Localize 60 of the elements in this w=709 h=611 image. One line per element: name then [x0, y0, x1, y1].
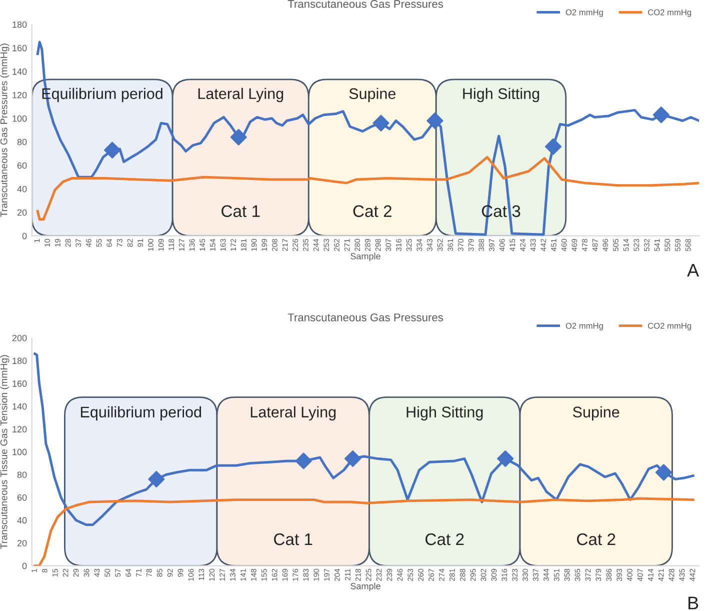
legend-label: CO2 mmHg: [648, 9, 692, 17]
y-tick-label: 120: [12, 426, 27, 432]
chart-title: Transcutaneous Gas Pressures: [288, 0, 444, 8]
point: [372, 114, 390, 132]
y-tick-label: 140: [12, 68, 27, 75]
legend-label: O2 mmHg: [566, 9, 603, 17]
point: [652, 106, 670, 124]
y-tick-label: 0: [22, 562, 27, 570]
point: [148, 470, 165, 488]
y-axis-title: Transcutaneous Gas Pressures (mmHg): [0, 44, 10, 217]
y-tick-label: 60: [17, 494, 27, 501]
y-tick-label: 100: [12, 448, 27, 456]
y-tick-label: 160: [12, 380, 27, 387]
annotation: Cat 2: [577, 533, 616, 546]
band-label: High Sitting: [463, 88, 540, 102]
y-tick-label: 60: [17, 162, 27, 169]
point: [230, 128, 247, 146]
chart-title: Transcutaneous Gas Pressures: [288, 313, 444, 322]
band-label: Equilibrium period: [80, 406, 202, 420]
band-label: Supine: [573, 406, 620, 420]
y-tick-label: 20: [17, 209, 27, 216]
y-tick-label: 20: [17, 540, 27, 546]
line-series: [34, 352, 694, 526]
band-label: Supine: [349, 88, 396, 102]
y-tick-label: 160: [12, 44, 27, 52]
legend-label: CO2 mmHg: [648, 322, 692, 330]
point: [655, 464, 672, 481]
annotation: Cat 1: [222, 205, 260, 218]
y-tick-label: 40: [17, 186, 27, 192]
band-label: Lateral Lying: [250, 406, 336, 420]
text: A: [687, 264, 700, 276]
line-series: [34, 497, 694, 566]
point: [344, 450, 362, 467]
y-axis-title: Transcutaneous Tissue Gas Tension (mmHg): [0, 355, 10, 549]
y-tick-label: 40: [17, 517, 27, 524]
y-tick-label: 80: [17, 138, 27, 146]
line-series: [36, 40, 700, 236]
line-series: [36, 156, 700, 221]
x-axis-title: Sample: [350, 252, 380, 262]
band-label: Lateral Lying: [198, 88, 284, 102]
y-tick-label: 80: [17, 472, 27, 478]
legend-label: O2 mmHg: [566, 322, 603, 330]
point: [544, 138, 562, 155]
y-tick-label: 180: [12, 21, 27, 28]
y-tick-label: 200: [12, 334, 27, 342]
annotation: Cat 2: [426, 533, 464, 546]
y-tick-label: 140: [12, 403, 27, 410]
point: [295, 452, 312, 470]
band-label: High Sitting: [406, 406, 483, 420]
annotation: Cat 1: [274, 533, 312, 546]
point: [104, 142, 121, 158]
annotation: Cat 2: [353, 205, 392, 218]
y-tick-label: 0: [22, 232, 27, 240]
text: B: [688, 596, 698, 610]
y-tick-label: 120: [12, 92, 27, 98]
y-tick-label: 100: [12, 115, 27, 122]
y-tick-label: 180: [12, 358, 27, 364]
point: [497, 450, 514, 467]
point: [426, 112, 444, 130]
x-axis-title: Sample: [350, 582, 380, 592]
